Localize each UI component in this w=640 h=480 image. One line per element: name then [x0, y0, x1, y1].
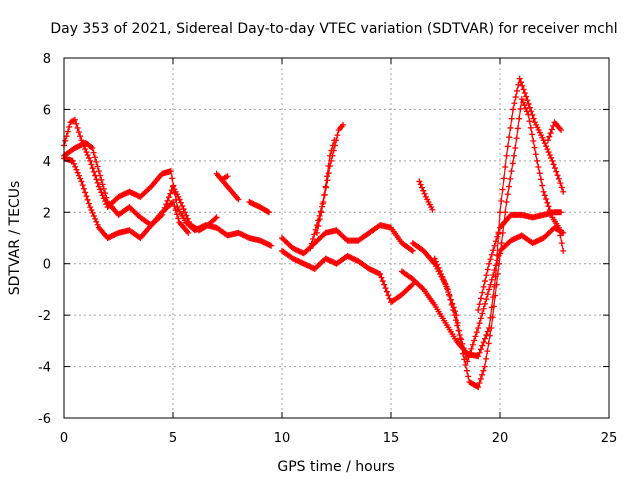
series-markers	[279, 247, 416, 306]
series-markers	[431, 224, 567, 365]
series-sat-c	[61, 155, 192, 241]
series-markers	[544, 119, 565, 144]
series-sat-o	[475, 209, 565, 313]
x-axis-label: GPS time / hours	[277, 459, 394, 475]
x-tick-label: 10	[274, 431, 291, 446]
x-tick-label: 25	[601, 431, 618, 446]
series-sat-g	[279, 222, 416, 257]
x-tick-label: 15	[383, 431, 400, 446]
y-axis-label: SDTVAR / TECUs	[7, 181, 23, 296]
y-tick-label: -4	[38, 361, 51, 376]
series-sat-k	[416, 178, 436, 213]
y-tick-label: 8	[43, 52, 51, 67]
series-layer	[61, 75, 567, 391]
series-markers	[61, 139, 220, 234]
series-markers	[246, 199, 272, 216]
series-sat-h	[279, 247, 416, 306]
series-markers	[61, 116, 275, 249]
x-tick-label: 5	[169, 431, 177, 446]
chart-title: Day 353 of 2021, Sidereal Day-to-day VTE…	[50, 21, 617, 37]
x-tick-label: 0	[60, 431, 68, 446]
series-sat-b	[61, 139, 220, 234]
y-tick-label: -2	[38, 309, 51, 324]
series-markers	[398, 75, 567, 360]
grid-layer	[64, 58, 609, 418]
series-markers	[61, 155, 192, 241]
series-sat-f	[220, 173, 231, 182]
series-sat-a	[61, 116, 275, 249]
series-markers	[475, 209, 565, 313]
series-sat-p	[544, 119, 565, 144]
y-tick-label: 0	[43, 258, 51, 273]
series-markers	[313, 137, 338, 236]
series-sat-j	[313, 137, 338, 236]
y-tick-label: 2	[43, 206, 51, 221]
series-sat-e	[246, 199, 272, 216]
plot-frame	[63, 57, 610, 419]
y-tick-label: -6	[38, 412, 51, 427]
y-tick-label: 4	[43, 155, 51, 170]
series-sat-n	[431, 224, 567, 365]
y-tick-label: 6	[43, 103, 51, 118]
series-markers	[220, 173, 231, 182]
series-markers	[416, 178, 436, 213]
axis-layer: 0 5 10 15 20 25 -6 -4 -2 0 2 4 6 8	[38, 52, 617, 446]
series-markers	[279, 222, 416, 257]
x-tick-label: 20	[492, 431, 509, 446]
series-sat-l	[398, 75, 567, 360]
